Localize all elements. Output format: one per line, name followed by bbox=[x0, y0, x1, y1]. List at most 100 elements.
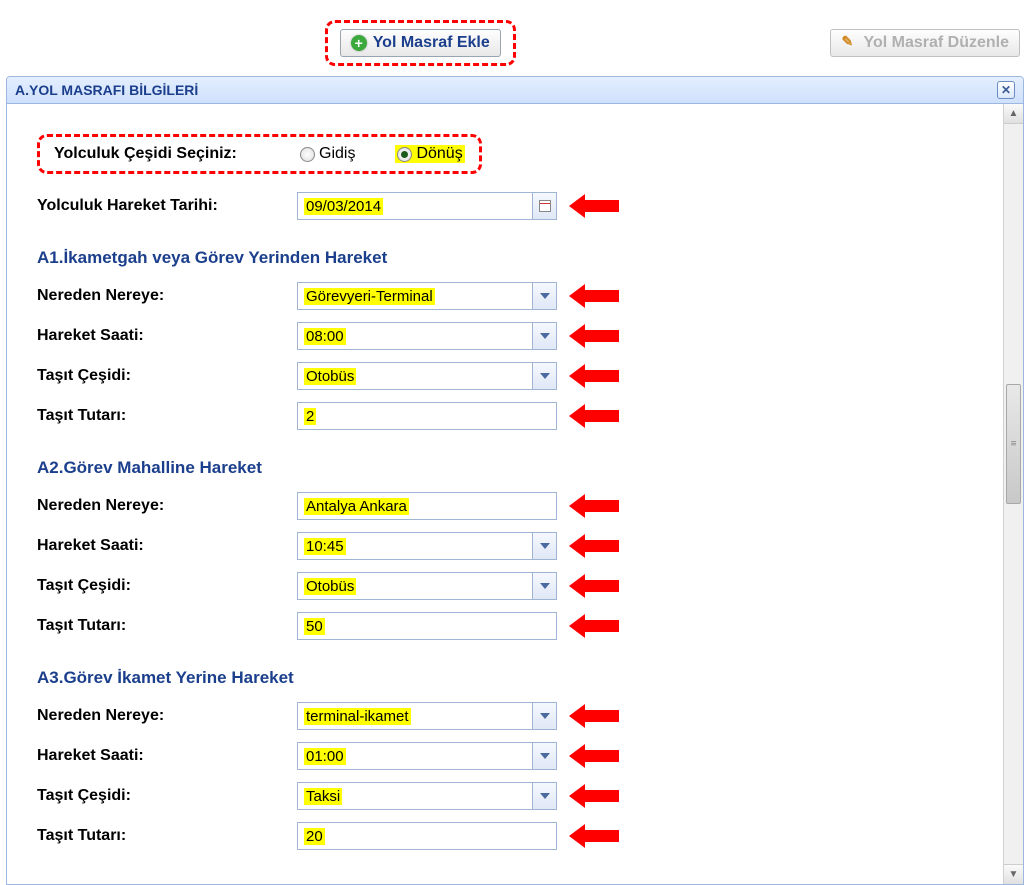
a3-time-dropdown[interactable] bbox=[532, 743, 556, 769]
a2-fromto-label: Nereden Nereye: bbox=[37, 497, 297, 515]
a2-amount-row: Taşıt Tutarı: 50 bbox=[37, 612, 983, 640]
trip-type-label: Yolculuk Çeşidi Seçiniz: bbox=[54, 145, 300, 163]
a3-time-label: Hareket Saati: bbox=[37, 747, 297, 765]
scroll-down-button[interactable]: ▼ bbox=[1004, 864, 1023, 884]
red-arrow-icon bbox=[569, 707, 619, 725]
a2-title: A2.Görev Mahalline Hareket bbox=[37, 458, 983, 478]
a2-vehicle-field[interactable]: Otobüs bbox=[297, 572, 557, 600]
a3-fromto-value: terminal-ikamet bbox=[304, 708, 411, 725]
red-arrow-icon bbox=[569, 367, 619, 385]
chevron-down-icon bbox=[540, 793, 550, 799]
a3-fromto-dropdown[interactable] bbox=[532, 703, 556, 729]
chevron-down-icon bbox=[540, 293, 550, 299]
radio-return-highlight: Dönüş bbox=[395, 145, 464, 163]
a1-vehicle-row: Taşıt Çeşidi: Otobüs bbox=[37, 362, 983, 390]
radio-go-outer bbox=[300, 147, 315, 162]
scroll-up-button[interactable]: ▲ bbox=[1004, 104, 1023, 124]
a1-vehicle-dropdown[interactable] bbox=[532, 363, 556, 389]
a1-time-dropdown[interactable] bbox=[532, 323, 556, 349]
a3-amount-field[interactable]: 20 bbox=[297, 822, 557, 850]
red-arrow-icon bbox=[569, 407, 619, 425]
a1-amount-value: 2 bbox=[304, 408, 316, 425]
red-arrow-icon bbox=[569, 747, 619, 765]
a1-time-text: 08:00 bbox=[298, 323, 532, 349]
a3-time-row: Hareket Saati: 01:00 bbox=[37, 742, 983, 770]
a1-time-field[interactable]: 08:00 bbox=[297, 322, 557, 350]
date-picker-button[interactable] bbox=[532, 193, 556, 219]
date-field[interactable]: 09/03/2014 bbox=[297, 192, 557, 220]
a2-time-dropdown[interactable] bbox=[532, 533, 556, 559]
a1-title: A1.İkametgah veya Görev Yerinden Hareket bbox=[37, 248, 983, 268]
chevron-down-icon bbox=[540, 333, 550, 339]
red-arrow-icon bbox=[569, 787, 619, 805]
a2-amount-field[interactable]: 50 bbox=[297, 612, 557, 640]
edit-expense-label: Yol Masraf Düzenle bbox=[863, 34, 1009, 52]
a1-fromto-dropdown[interactable] bbox=[532, 283, 556, 309]
a3-fromto-field[interactable]: terminal-ikamet bbox=[297, 702, 557, 730]
radio-return[interactable]: Dönüş bbox=[395, 145, 464, 163]
a3-fromto-label: Nereden Nereye: bbox=[37, 707, 297, 725]
date-value-wrap: 09/03/2014 bbox=[298, 193, 532, 219]
chevron-down-icon bbox=[540, 583, 550, 589]
radio-return-outer bbox=[397, 147, 412, 162]
top-bar: + Yol Masraf Ekle Yol Masraf Düzenle bbox=[0, 0, 1030, 76]
add-expense-label: Yol Masraf Ekle bbox=[373, 34, 490, 52]
highlight-add-button: + Yol Masraf Ekle bbox=[325, 20, 516, 66]
calendar-icon bbox=[539, 200, 551, 212]
a2-vehicle-row: Taşıt Çeşidi: Otobüs bbox=[37, 572, 983, 600]
red-arrow-icon bbox=[569, 497, 619, 515]
scroll-thumb[interactable] bbox=[1006, 384, 1021, 504]
a1-time-row: Hareket Saati: 08:00 bbox=[37, 322, 983, 350]
a2-time-row: Hareket Saati: 10:45 bbox=[37, 532, 983, 560]
a2-time-text: 10:45 bbox=[298, 533, 532, 559]
a3-time-value: 01:00 bbox=[304, 748, 346, 765]
edit-expense-button[interactable]: Yol Masraf Düzenle bbox=[830, 29, 1020, 57]
a1-amount-label: Taşıt Tutarı: bbox=[37, 407, 297, 425]
date-value: 09/03/2014 bbox=[304, 198, 383, 215]
a2-fromto-row: Nereden Nereye: Antalya Ankara bbox=[37, 492, 983, 520]
a3-vehicle-field[interactable]: Taksi bbox=[297, 782, 557, 810]
chevron-down-icon bbox=[540, 373, 550, 379]
red-arrow-icon bbox=[569, 197, 619, 215]
close-icon[interactable]: ✕ bbox=[997, 81, 1015, 99]
a3-vehicle-row: Taşıt Çeşidi: Taksi bbox=[37, 782, 983, 810]
chevron-down-icon bbox=[540, 713, 550, 719]
a1-amount-field[interactable]: 2 bbox=[297, 402, 557, 430]
scrollbar[interactable]: ▲ ▼ bbox=[1003, 104, 1023, 884]
a2-time-field[interactable]: 10:45 bbox=[297, 532, 557, 560]
date-label: Yolculuk Hareket Tarihi: bbox=[37, 197, 297, 215]
a1-amount-text: 2 bbox=[298, 403, 556, 429]
a2-amount-text: 50 bbox=[298, 613, 556, 639]
a3-amount-value: 20 bbox=[304, 828, 325, 845]
a2-vehicle-dropdown[interactable] bbox=[532, 573, 556, 599]
a3-vehicle-dropdown[interactable] bbox=[532, 783, 556, 809]
a3-vehicle-label: Taşıt Çeşidi: bbox=[37, 787, 297, 805]
a2-fromto-value: Antalya Ankara bbox=[304, 498, 409, 515]
add-expense-button[interactable]: + Yol Masraf Ekle bbox=[340, 29, 501, 57]
a1-time-value: 08:00 bbox=[304, 328, 346, 345]
red-arrow-icon bbox=[569, 827, 619, 845]
a3-time-field[interactable]: 01:00 bbox=[297, 742, 557, 770]
a2-time-label: Hareket Saati: bbox=[37, 537, 297, 555]
date-row: Yolculuk Hareket Tarihi: 09/03/2014 bbox=[37, 192, 983, 220]
a3-title: A3.Görev İkamet Yerine Hareket bbox=[37, 668, 983, 688]
a2-vehicle-value: Otobüs bbox=[304, 578, 356, 595]
a2-fromto-field[interactable]: Antalya Ankara bbox=[297, 492, 557, 520]
red-arrow-icon bbox=[569, 537, 619, 555]
chevron-down-icon bbox=[540, 753, 550, 759]
a1-fromto-row: Nereden Nereye: Görevyeri-Terminal bbox=[37, 282, 983, 310]
a3-time-text: 01:00 bbox=[298, 743, 532, 769]
panel-header: A.YOL MASRAFI BİLGİLERİ ✕ bbox=[7, 77, 1023, 104]
a2-vehicle-label: Taşıt Çeşidi: bbox=[37, 577, 297, 595]
a1-vehicle-field[interactable]: Otobüs bbox=[297, 362, 557, 390]
radio-go[interactable]: Gidiş bbox=[300, 145, 355, 163]
red-arrow-icon bbox=[569, 327, 619, 345]
trip-type-row-highlight: Yolculuk Çeşidi Seçiniz: Gidiş Dönüş bbox=[37, 134, 482, 174]
a1-fromto-field[interactable]: Görevyeri-Terminal bbox=[297, 282, 557, 310]
a1-time-label: Hareket Saati: bbox=[37, 327, 297, 345]
a1-fromto-label: Nereden Nereye: bbox=[37, 287, 297, 305]
a1-amount-row: Taşıt Tutarı: 2 bbox=[37, 402, 983, 430]
radio-return-label: Dönüş bbox=[416, 145, 462, 163]
a3-vehicle-text: Taksi bbox=[298, 783, 532, 809]
top-center: + Yol Masraf Ekle bbox=[10, 20, 830, 66]
